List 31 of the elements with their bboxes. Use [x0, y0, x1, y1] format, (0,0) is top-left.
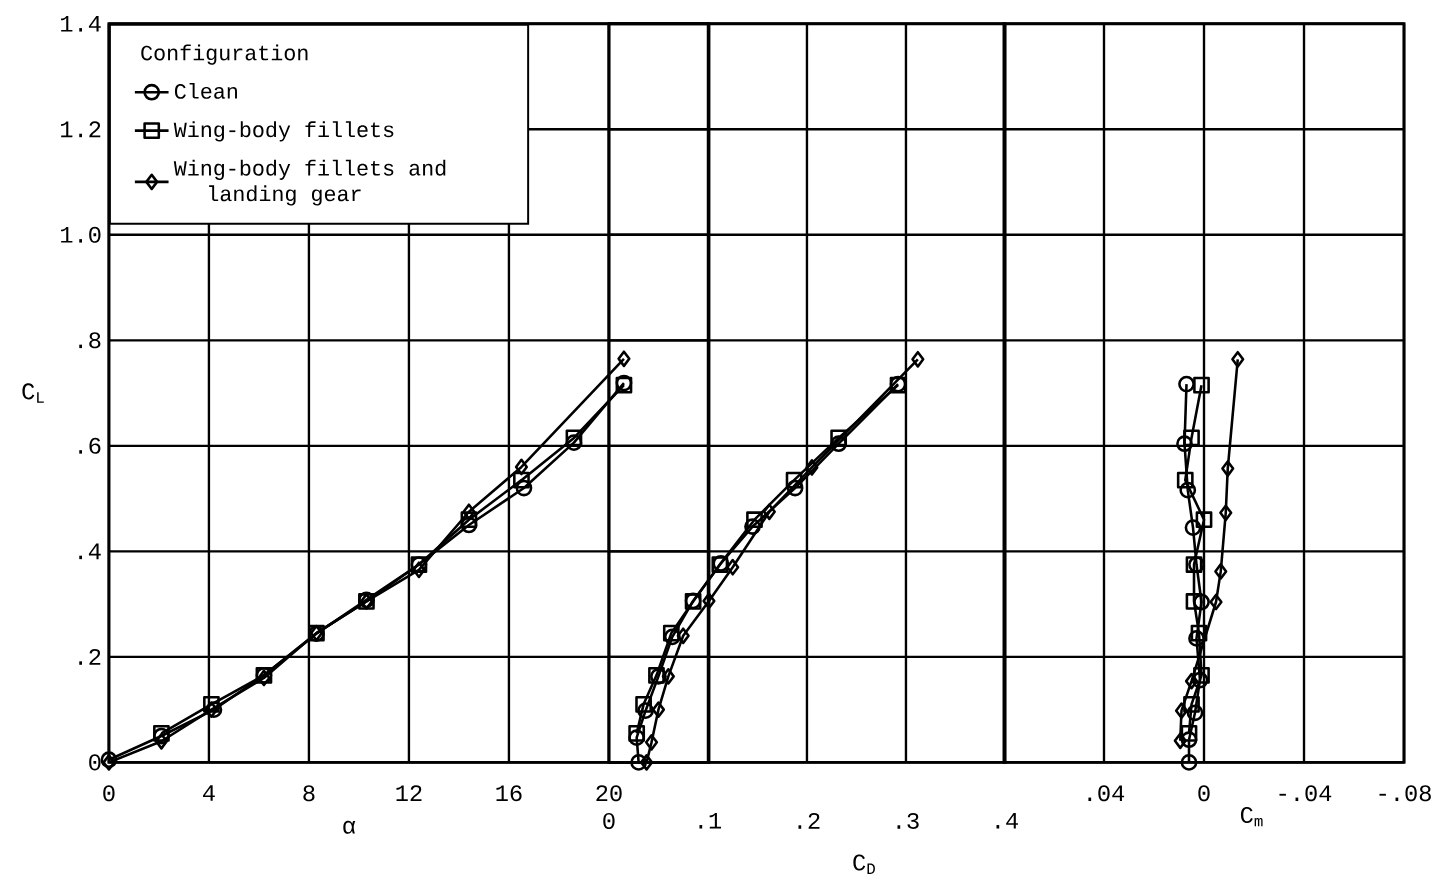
legend-label: Wing-body fillets	[173, 121, 394, 142]
y-tick-label: 1.2	[61, 121, 101, 138]
x-tick-label: -.08	[1379, 785, 1431, 802]
y-tick-label: 0	[89, 754, 101, 771]
x-axis-title: C$_{m}$	[1240, 806, 1263, 827]
y-tick-label: .8	[79, 332, 101, 349]
x-tick-label: .3	[897, 812, 919, 829]
y-tick-label: .4	[79, 543, 101, 560]
y-tick-label: 1.0	[61, 226, 101, 243]
x-tick-label: .04	[1088, 785, 1125, 802]
legend-label: Clean	[174, 82, 237, 99]
x-tick-label: -.04	[1279, 785, 1332, 802]
y-tick-label: .2	[79, 648, 101, 665]
x-tick-label: 12	[396, 785, 422, 801]
x-axis-title: α	[343, 820, 356, 834]
legend-title: Configuration	[141, 44, 308, 65]
x-tick-label: 0	[603, 812, 615, 829]
x-axis-title: C$_{D}$	[853, 854, 875, 874]
x-tick-label: 0	[1198, 785, 1210, 802]
x-tick-label: .1	[699, 812, 722, 829]
x-tick-label: 4	[203, 785, 215, 801]
y-axis-title: C$_{L}$	[22, 383, 44, 403]
legend-label: Wing-body fillets and landing gear	[173, 159, 446, 206]
x-tick-label: 8	[303, 785, 315, 802]
x-tick-label: 16	[496, 785, 522, 802]
x-tick-label: 20	[596, 785, 622, 802]
x-tick-label: .2	[798, 812, 820, 829]
x-tick-label: .4	[996, 812, 1018, 829]
x-tick-label: 0	[103, 785, 115, 802]
y-tick-label: .6	[79, 437, 101, 454]
y-tick-label: 1.4	[61, 15, 101, 32]
